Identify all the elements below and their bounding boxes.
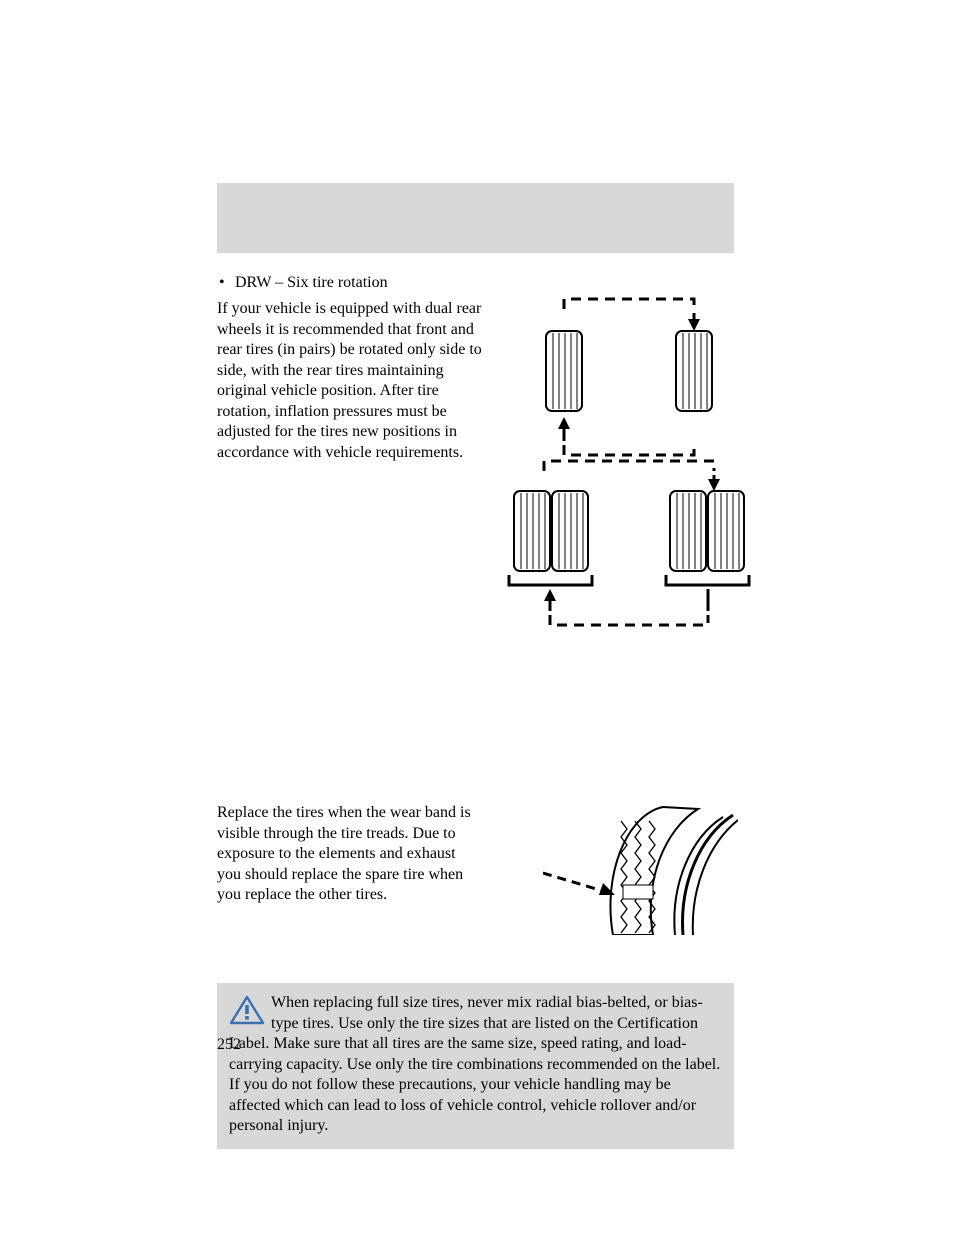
bullet-drw: DRW – Six tire rotation [217, 273, 738, 293]
page: DRW – Six tire rotation If your vehicle … [0, 0, 954, 1235]
page-number: 252 [217, 1035, 241, 1055]
section-replace: Replace the tires when the wear band is … [217, 803, 738, 953]
section-rotation: If your vehicle is equipped with dual re… [217, 299, 738, 463]
warning-icon [229, 995, 265, 1025]
main-content: DRW – Six tire rotation If your vehicle … [217, 183, 738, 1149]
warning-box: When replacing full size tires, never mi… [217, 983, 734, 1148]
warning-text: When replacing full size tires, never mi… [229, 994, 720, 1134]
tire-wear-diagram [543, 795, 738, 935]
paragraph-rotation: If your vehicle is equipped with dual re… [217, 299, 492, 463]
paragraph-replace: Replace the tires when the wear band is … [217, 803, 472, 905]
rotation-diagram [504, 295, 754, 635]
